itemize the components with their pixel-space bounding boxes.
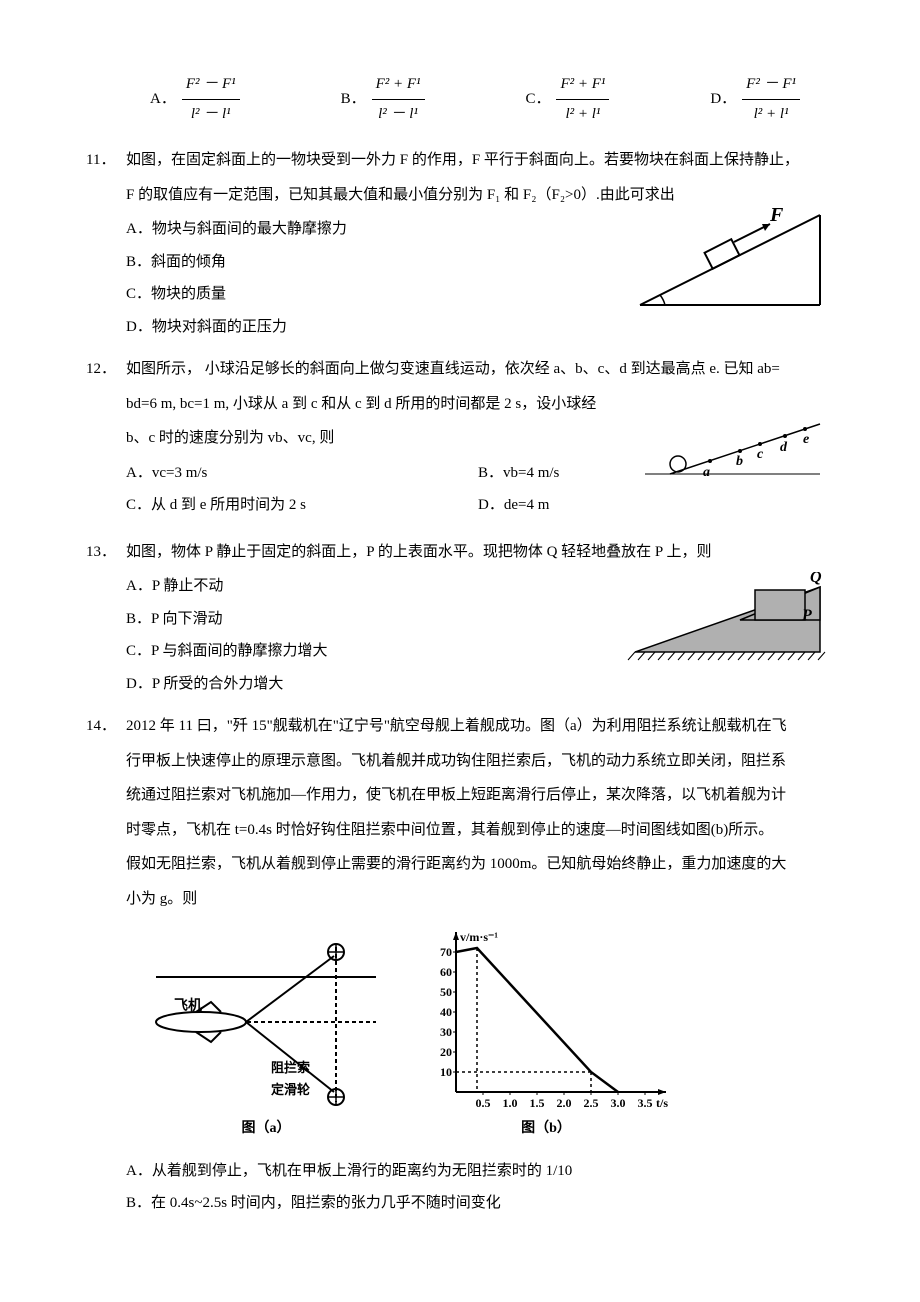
q13-text1: 如图，物体 P 静止于固定的斜面上，P 的上表面水平。现把物体 Q 轻轻地叠放在… (126, 538, 830, 567)
svg-text:b: b (736, 454, 743, 469)
svg-text:v/m·s⁻¹: v/m·s⁻¹ (460, 930, 498, 944)
q13-opt-c: C．P 与斜面间的静摩擦力增大 (126, 637, 548, 666)
opt-letter: D． (710, 85, 736, 114)
svg-text:e: e (803, 432, 809, 447)
question-14: 14． 2012 年 11 曰，"歼 15"舰载机在"辽宁号"航空母舰上着舰成功… (90, 712, 830, 1218)
q12-opt-a: A．vc=3 m/s (126, 459, 478, 488)
svg-text:t/s: t/s (656, 1096, 668, 1110)
q11-opt-c: C．物块的质量 (126, 280, 548, 309)
svg-text:2.5: 2.5 (584, 1096, 599, 1110)
fig-a-label: 图（a） (146, 1116, 386, 1143)
q13-opt-b: B．P 向下滑动 (126, 605, 548, 634)
opt-letter: C． (525, 85, 550, 114)
q11-figure: F (630, 205, 830, 315)
q-number: 11． (86, 146, 115, 175)
svg-text:阻拦索: 阻拦索 (271, 1060, 310, 1075)
q13-opt-a: A．P 静止不动 (126, 572, 548, 601)
question-11: 11． 如图，在固定斜面上的一物块受到一外力 F 的作用，F 平行于斜面向上。若… (90, 146, 830, 341)
q14-text4: 时零点，飞机在 t=0.4s 时恰好钩住阻拦索中间位置，其着舰到停止的速度—时间… (126, 816, 830, 845)
svg-text:Q: Q (810, 572, 822, 586)
svg-text:P: P (801, 607, 812, 624)
svg-text:0.5: 0.5 (476, 1096, 491, 1110)
q10-opt-a: A． F² － F¹ l² － l¹ (150, 70, 240, 128)
svg-text:3.0: 3.0 (611, 1096, 626, 1110)
q-number: 13． (86, 538, 116, 567)
svg-text:c: c (757, 447, 764, 462)
svg-text:70: 70 (440, 945, 452, 959)
q10-options: A． F² － F¹ l² － l¹ B． F² + F¹ l² － l¹ C．… (90, 70, 830, 128)
q14-figure-a: 飞机 阻拦索 定滑轮 (146, 942, 386, 1112)
svg-text:飞机: 飞机 (174, 997, 202, 1014)
svg-text:3.5: 3.5 (638, 1096, 653, 1110)
q10-opt-b: B． F² + F¹ l² － l¹ (341, 70, 425, 128)
q14-text1: 2012 年 11 曰，"歼 15"舰载机在"辽宁号"航空母舰上着舰成功。图（a… (126, 712, 830, 741)
svg-text:30: 30 (440, 1025, 452, 1039)
fraction: F² + F¹ l² － l¹ (372, 70, 425, 128)
q14-figure-b: 10 20 30 40 50 60 70 (416, 927, 676, 1112)
svg-text:20: 20 (440, 1045, 452, 1059)
svg-text:10: 10 (440, 1065, 452, 1079)
q12-opt-d: D．de=4 m (478, 491, 830, 520)
svg-text:60: 60 (440, 965, 452, 979)
svg-text:a: a (703, 465, 710, 480)
q-number: 14． (86, 712, 116, 741)
q11-opt-d: D．物块对斜面的正压力 (126, 313, 548, 342)
q11-opt-a: A．物块与斜面间的最大静摩擦力 (126, 215, 548, 244)
fraction: F² + F¹ l² + l¹ (556, 70, 609, 128)
q14-figure-b-wrap: 10 20 30 40 50 60 70 (416, 927, 676, 1143)
svg-text:1.5: 1.5 (530, 1096, 545, 1110)
q12-figure: a b c d e (640, 414, 830, 484)
q10-opt-c: C． F² + F¹ l² + l¹ (525, 70, 609, 128)
q11-opt-b: B．斜面的倾角 (126, 248, 548, 277)
q10-opt-d: D． F² － F¹ l² + l¹ (710, 70, 800, 128)
opt-letter: A． (150, 85, 176, 114)
svg-text:2.0: 2.0 (557, 1096, 572, 1110)
q14-text3: 统通过阻拦索对飞机施加—作用力，使飞机在甲板上短距离滑行后停止，某次降落，以飞机… (126, 781, 830, 810)
q14-opt-a: A．从着舰到停止，飞机在甲板上滑行的距离约为无阻拦索时的 1/10 (126, 1157, 830, 1186)
q14-text2: 行甲板上快速停止的原理示意图。飞机着舰并成功钩住阻拦索后，飞机的动力系统立即关闭… (126, 747, 830, 776)
svg-text:50: 50 (440, 985, 452, 999)
q12-opt-c: C．从 d 到 e 所用时间为 2 s (126, 491, 478, 520)
fraction: F² － F¹ l² + l¹ (742, 70, 800, 128)
q13-opt-d: D．P 所受的合外力增大 (126, 670, 548, 699)
svg-text:40: 40 (440, 1005, 452, 1019)
q11-text1: 如图，在固定斜面上的一物块受到一外力 F 的作用，F 平行于斜面向上。若要物块在… (126, 146, 830, 175)
q14-figure-a-wrap: 飞机 阻拦索 定滑轮 图（a） (146, 942, 386, 1143)
fraction: F² － F¹ l² － l¹ (182, 70, 240, 128)
q13-figure: Q P (620, 572, 830, 672)
svg-text:定滑轮: 定滑轮 (270, 1082, 310, 1097)
opt-letter: B． (341, 85, 366, 114)
q-number: 12． (86, 355, 116, 384)
svg-text:1.0: 1.0 (503, 1096, 518, 1110)
question-12: 12． 如图所示， 小球沿足够长的斜面向上做匀变速直线运动，依次经 a、b、c、… (90, 355, 830, 524)
svg-text:d: d (780, 440, 788, 455)
q14-text6: 小为 g。则 (126, 885, 830, 914)
svg-text:F: F (769, 205, 784, 226)
q12-text1: 如图所示， 小球沿足够长的斜面向上做匀变速直线运动，依次经 a、b、c、d 到达… (126, 355, 830, 384)
fig-b-label: 图（b） (416, 1116, 676, 1143)
q14-text5: 假如无阻拦索，飞机从着舰到停止需要的滑行距离约为 1000m。已知航母始终静止，… (126, 850, 830, 879)
question-13: 13． 如图，物体 P 静止于固定的斜面上，P 的上表面水平。现把物体 Q 轻轻… (90, 538, 830, 699)
q14-opt-b: B．在 0.4s~2.5s 时间内，阻拦索的张力几乎不随时间变化 (126, 1189, 830, 1218)
